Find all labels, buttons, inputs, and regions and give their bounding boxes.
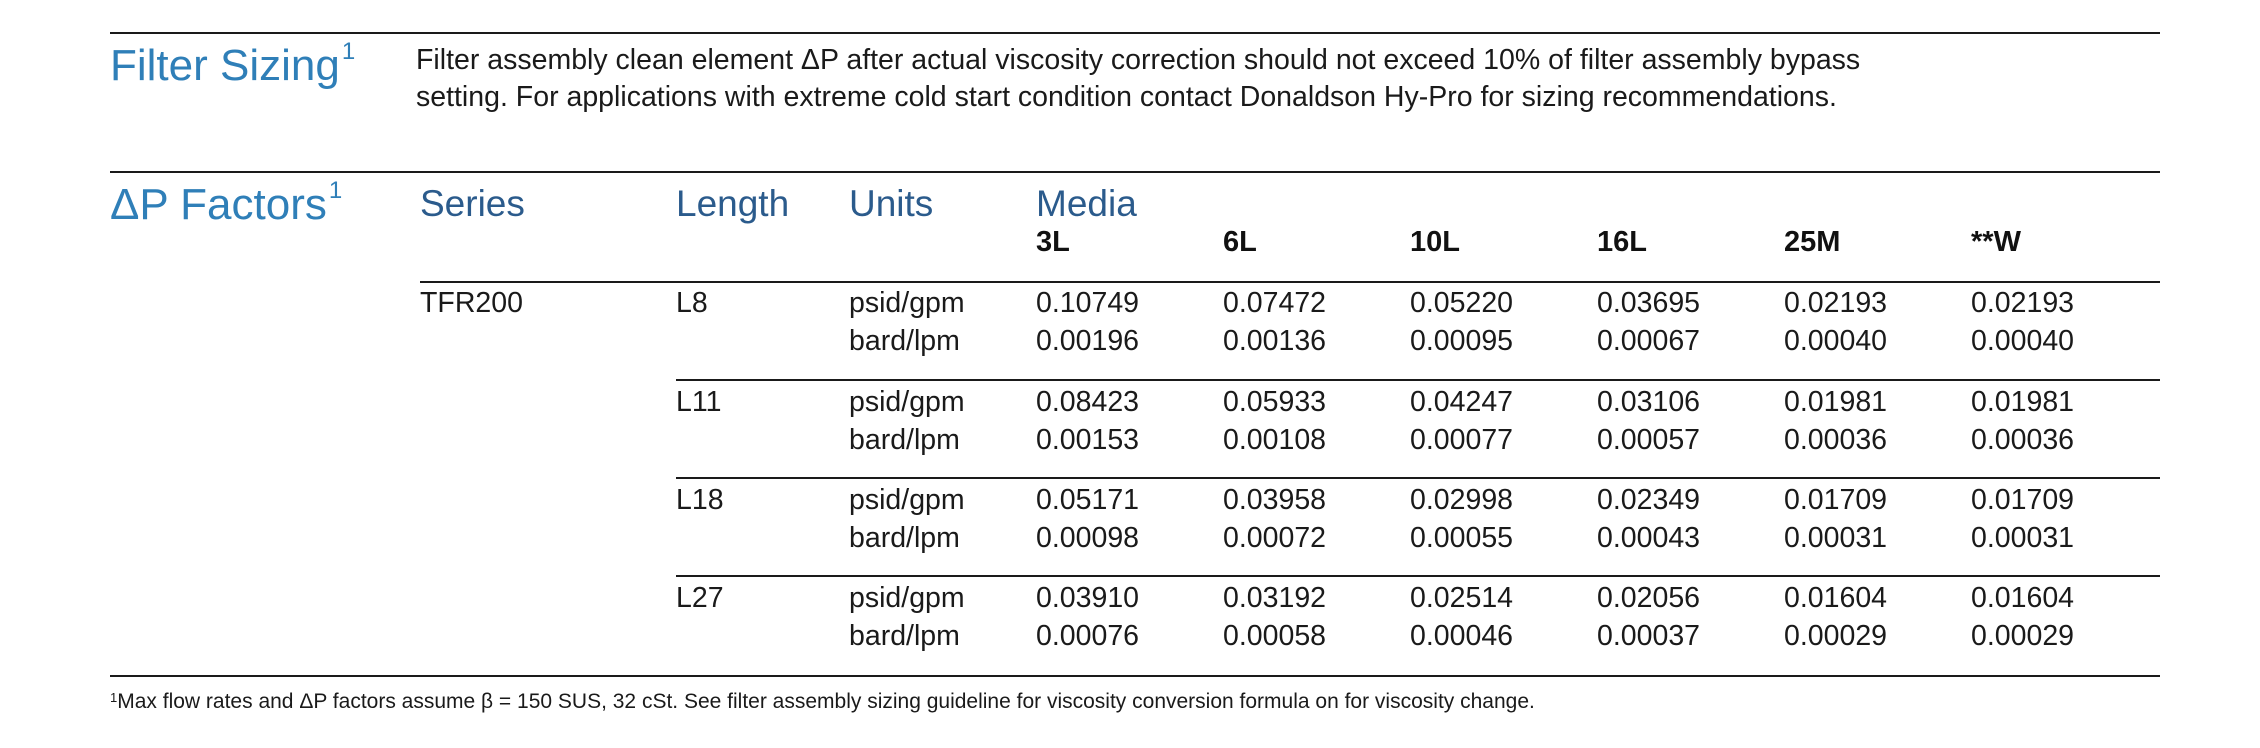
psid-gpm-value: 0.03192 [1223, 582, 1327, 614]
psid-gpm-value: 0.03106 [1597, 386, 1701, 418]
units-header: Units [849, 183, 934, 224]
units-cell: bard/lpm [849, 325, 960, 357]
psid-gpm-value: 0.05220 [1410, 287, 1514, 319]
footnote-text: Max flow rates and ΔP factors assume β =… [117, 690, 1535, 713]
filter-sizing-title-text: Filter Sizing [110, 41, 340, 90]
filter-sizing-title: Filter Sizing1 [110, 40, 355, 90]
media-column-header: 6L [1223, 226, 1257, 258]
filter-sizing-line-2: setting. For applications with extreme c… [416, 81, 1837, 113]
bard-lpm-value: 0.00153 [1036, 424, 1140, 456]
psid-gpm-value: 0.01604 [1971, 582, 2075, 614]
psid-gpm-value: 0.03958 [1223, 484, 1327, 516]
length-cell: L8 [676, 287, 708, 319]
units-cell: psid/gpm [849, 386, 965, 418]
bard-lpm-value: 0.00055 [1410, 522, 1514, 554]
dp-factors-footnote-marker: 1 [328, 177, 343, 204]
psid-gpm-value: 0.02056 [1597, 582, 1701, 614]
bard-lpm-value: 0.00095 [1410, 325, 1514, 357]
units-cell: bard/lpm [849, 522, 960, 554]
bard-lpm-value: 0.00040 [1971, 325, 2075, 357]
bard-lpm-value: 0.00031 [1784, 522, 1888, 554]
media-column-header: 10L [1410, 226, 1460, 258]
psid-gpm-value: 0.01709 [1784, 484, 1888, 516]
filter-sizing-footnote-marker: 1 [341, 38, 356, 65]
units-cell: psid/gpm [849, 287, 965, 319]
units-cell: bard/lpm [849, 424, 960, 456]
row-separator [676, 379, 2160, 381]
bard-lpm-value: 0.00098 [1036, 522, 1140, 554]
length-cell: L18 [676, 484, 724, 516]
bard-lpm-value: 0.00072 [1223, 522, 1327, 554]
bard-lpm-value: 0.00046 [1410, 620, 1514, 652]
length-header: Length [676, 183, 790, 224]
bard-lpm-value: 0.00196 [1036, 325, 1140, 357]
psid-gpm-value: 0.07472 [1223, 287, 1327, 319]
length-cell: L11 [676, 386, 722, 418]
bard-lpm-value: 0.00029 [1784, 620, 1888, 652]
row-separator [676, 477, 2160, 479]
media-column-header: 16L [1597, 226, 1647, 258]
psid-gpm-value: 0.02193 [1971, 287, 2075, 319]
series-header: Series [420, 183, 525, 224]
bard-lpm-value: 0.00029 [1971, 620, 2075, 652]
psid-gpm-value: 0.01981 [1971, 386, 2075, 418]
bard-lpm-value: 0.00067 [1597, 325, 1701, 357]
filter-sizing-text: Filter assembly clean element ΔP after a… [416, 42, 1860, 116]
media-header: Media [1036, 183, 1137, 224]
footnote-marker: 1 [110, 690, 118, 705]
bard-lpm-value: 0.00037 [1597, 620, 1701, 652]
bard-lpm-value: 0.00036 [1784, 424, 1888, 456]
bard-lpm-value: 0.00077 [1410, 424, 1514, 456]
dp-factors-title: ΔP Factors1 [110, 179, 342, 229]
media-column-header: 3L [1036, 226, 1070, 258]
filter-sizing-line-1: Filter assembly clean element ΔP after a… [416, 44, 1861, 76]
psid-gpm-value: 0.08423 [1036, 386, 1140, 418]
media-column-header: 25M [1784, 226, 1841, 258]
psid-gpm-value: 0.04247 [1410, 386, 1514, 418]
top-rule [110, 32, 2160, 34]
bard-lpm-value: 0.00043 [1597, 522, 1701, 554]
bard-lpm-value: 0.00031 [1971, 522, 2075, 554]
psid-gpm-value: 0.10749 [1036, 287, 1140, 319]
bard-lpm-value: 0.00057 [1597, 424, 1701, 456]
dp-factors-rule [110, 171, 2160, 173]
psid-gpm-value: 0.03910 [1036, 582, 1140, 614]
length-cell: L27 [676, 582, 724, 614]
psid-gpm-value: 0.01709 [1971, 484, 2075, 516]
bard-lpm-value: 0.00108 [1223, 424, 1327, 456]
dp-factors-title-text: ΔP Factors [110, 180, 327, 229]
psid-gpm-value: 0.02514 [1410, 582, 1514, 614]
table-header-rule [420, 281, 2160, 283]
psid-gpm-value: 0.01981 [1784, 386, 1888, 418]
psid-gpm-value: 0.02193 [1784, 287, 1888, 319]
footnote: 1Max flow rates and ΔP factors assume β … [110, 691, 1535, 712]
bard-lpm-value: 0.00058 [1223, 620, 1327, 652]
bard-lpm-value: 0.00036 [1971, 424, 2075, 456]
units-cell: bard/lpm [849, 620, 960, 652]
bottom-rule [110, 675, 2160, 677]
row-separator [676, 575, 2160, 577]
units-cell: psid/gpm [849, 582, 965, 614]
psid-gpm-value: 0.02998 [1410, 484, 1514, 516]
bard-lpm-value: 0.00136 [1223, 325, 1327, 357]
psid-gpm-value: 0.02349 [1597, 484, 1701, 516]
units-cell: psid/gpm [849, 484, 965, 516]
bard-lpm-value: 0.00040 [1784, 325, 1888, 357]
media-column-header: **W [1971, 226, 2021, 258]
psid-gpm-value: 0.05171 [1036, 484, 1140, 516]
psid-gpm-value: 0.03695 [1597, 287, 1701, 319]
bard-lpm-value: 0.00076 [1036, 620, 1140, 652]
psid-gpm-value: 0.05933 [1223, 386, 1327, 418]
series-cell: TFR200 [420, 287, 523, 319]
psid-gpm-value: 0.01604 [1784, 582, 1888, 614]
